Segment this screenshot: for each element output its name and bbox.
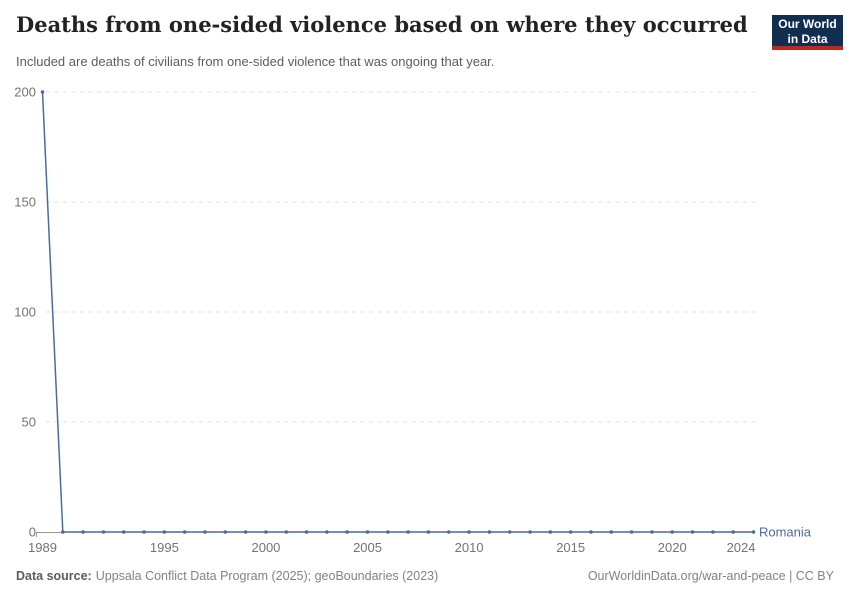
data-point[interactable]: [670, 530, 675, 534]
data-point[interactable]: [711, 530, 715, 534]
owid-logo[interactable]: Our World in Data: [772, 15, 843, 50]
x-tick-label: 2000: [251, 540, 280, 555]
data-point[interactable]: [507, 530, 512, 534]
x-tick-label: 1989: [28, 540, 57, 555]
data-point[interactable]: [81, 530, 85, 534]
y-tick-label: 100: [14, 305, 36, 320]
data-point[interactable]: [223, 530, 228, 534]
y-tick-label: 0: [29, 525, 36, 540]
data-point[interactable]: [61, 530, 65, 534]
x-axis-line: [36, 532, 62, 537]
data-point[interactable]: [589, 530, 593, 534]
data-point[interactable]: [528, 530, 532, 534]
data-point[interactable]: [325, 530, 329, 534]
data-point[interactable]: [101, 530, 106, 534]
data-point[interactable]: [386, 530, 390, 534]
data-point[interactable]: [751, 530, 756, 534]
chart-subtitle: Included are deaths of civilians from on…: [16, 54, 495, 69]
data-point[interactable]: [568, 530, 573, 534]
x-tick-label: 2005: [353, 540, 382, 555]
data-point[interactable]: [690, 530, 695, 534]
data-point[interactable]: [162, 530, 167, 534]
data-point[interactable]: [345, 530, 350, 534]
data-point[interactable]: [731, 530, 735, 534]
data-point[interactable]: [284, 530, 289, 534]
series-label[interactable]: Romania: [759, 525, 812, 540]
data-point[interactable]: [121, 530, 126, 534]
x-tick-label: 1995: [150, 540, 179, 555]
data-point[interactable]: [650, 530, 654, 534]
y-tick-label: 200: [14, 85, 36, 100]
x-tick-label: 2010: [455, 540, 484, 555]
data-source-text: Uppsala Conflict Data Program (2025); ge…: [95, 569, 439, 583]
y-tick-label: 150: [14, 195, 36, 210]
data-point[interactable]: [365, 530, 370, 534]
data-point[interactable]: [609, 530, 614, 534]
line-chart-svg[interactable]: 0 50 100 150 200 1989 1995 2000 2005 2010 2015 2020…: [0, 80, 850, 560]
y-tick-label: 50: [22, 415, 36, 430]
data-point[interactable]: [426, 530, 431, 534]
data-point[interactable]: [304, 530, 309, 534]
chart-footer: Data source: Uppsala Conflict Data Progra…: [16, 569, 834, 583]
data-point[interactable]: [487, 530, 492, 534]
owid-logo-line2: in Data: [787, 31, 828, 46]
data-point[interactable]: [264, 530, 268, 534]
data-point[interactable]: [203, 530, 207, 534]
data-point[interactable]: [548, 530, 553, 534]
data-point[interactable]: [40, 90, 45, 94]
x-tick-label: 2020: [658, 540, 687, 555]
data-point[interactable]: [629, 530, 634, 534]
data-source-label: Data source:: [16, 569, 92, 583]
data-point[interactable]: [406, 530, 410, 534]
data-source: Data source: Uppsala Conflict Data Progra…: [16, 569, 438, 583]
data-point[interactable]: [243, 530, 248, 534]
series-line[interactable]: [41, 91, 754, 533]
data-point[interactable]: [182, 530, 187, 534]
footer-link[interactable]: OurWorldinData.org/war-and-peace | CC BY: [587, 569, 834, 583]
data-point[interactable]: [467, 530, 471, 534]
owid-logo-line1: Our World: [778, 17, 837, 31]
x-tick-label: 2024: [727, 540, 756, 555]
data-point[interactable]: [142, 530, 146, 534]
x-tick-label: 2015: [556, 540, 585, 555]
data-point[interactable]: [446, 530, 451, 534]
chart-title: Deaths from one-sided violence based on …: [16, 12, 748, 37]
